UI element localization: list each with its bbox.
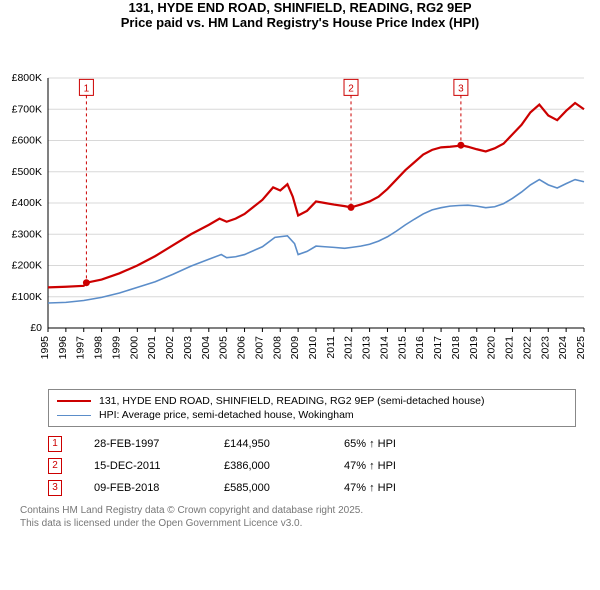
legend-swatch-property [57,400,91,402]
svg-text:2014: 2014 [378,336,390,360]
svg-text:2002: 2002 [164,336,176,360]
sale-date: 09-FEB-2018 [94,482,224,494]
svg-text:2022: 2022 [521,336,533,360]
sale-point-2 [348,204,355,211]
svg-text:2015: 2015 [396,336,408,360]
legend-item: 131, HYDE END ROAD, SHINFIELD, READING, … [57,394,567,408]
sale-date: 28-FEB-1997 [94,438,224,450]
svg-text:2012: 2012 [343,336,355,360]
svg-text:2010: 2010 [307,336,319,360]
svg-text:2024: 2024 [557,336,569,360]
svg-text:3: 3 [458,83,464,94]
svg-text:2006: 2006 [236,336,248,360]
svg-text:£700K: £700K [12,103,42,115]
svg-text:1997: 1997 [75,336,87,360]
svg-text:£200K: £200K [12,260,42,272]
legend-swatch-hpi [57,415,91,416]
svg-text:£100K: £100K [12,291,42,303]
sales-row: 2 15-DEC-2011 £386,000 47% ↑ HPI [48,455,576,477]
svg-text:£800K: £800K [12,72,42,84]
svg-text:£600K: £600K [12,135,42,147]
title-line-2: Price paid vs. HM Land Registry's House … [0,15,600,30]
sale-marker-2: 2 [48,458,62,474]
sale-diff: 47% ↑ HPI [344,460,444,472]
sale-point-3 [457,142,464,149]
title-line-1: 131, HYDE END ROAD, SHINFIELD, READING, … [0,0,600,15]
svg-text:2017: 2017 [432,336,444,360]
chart-container: 131, HYDE END ROAD, SHINFIELD, READING, … [0,0,600,379]
svg-text:2019: 2019 [468,336,480,360]
svg-text:1996: 1996 [57,336,69,360]
svg-text:1999: 1999 [110,336,122,360]
sale-diff: 47% ↑ HPI [344,482,444,494]
svg-text:2021: 2021 [504,336,516,360]
svg-text:2018: 2018 [450,336,462,360]
legend-label: HPI: Average price, semi-detached house,… [99,409,354,421]
svg-text:2: 2 [348,83,354,94]
attribution: Contains HM Land Registry data © Crown c… [20,505,580,530]
svg-text:1: 1 [84,83,90,94]
attribution-line-1: Contains HM Land Registry data © Crown c… [20,505,580,518]
svg-text:£400K: £400K [12,197,42,209]
svg-text:£0: £0 [30,322,42,334]
svg-text:2003: 2003 [182,336,194,360]
sale-marker-3: 3 [48,480,62,496]
svg-text:1995: 1995 [39,336,51,360]
sales-row: 1 28-FEB-1997 £144,950 65% ↑ HPI [48,433,576,455]
sale-price: £585,000 [224,482,344,494]
sale-price: £144,950 [224,438,344,450]
legend-label: 131, HYDE END ROAD, SHINFIELD, READING, … [99,395,485,407]
svg-text:2009: 2009 [289,336,301,360]
sale-date: 15-DEC-2011 [94,460,224,472]
svg-text:2007: 2007 [253,336,265,360]
svg-text:£500K: £500K [12,166,42,178]
sales-row: 3 09-FEB-2018 £585,000 47% ↑ HPI [48,477,576,499]
sale-diff: 65% ↑ HPI [344,438,444,450]
sale-marker-1: 1 [48,436,62,452]
attribution-line-2: This data is licensed under the Open Gov… [20,518,580,531]
chart-title: 131, HYDE END ROAD, SHINFIELD, READING, … [0,0,600,30]
sales-table: 1 28-FEB-1997 £144,950 65% ↑ HPI 2 15-DE… [48,433,576,499]
svg-text:2004: 2004 [200,336,212,360]
svg-text:2016: 2016 [414,336,426,360]
legend-item: HPI: Average price, semi-detached house,… [57,408,567,422]
svg-text:2023: 2023 [539,336,551,360]
sale-price: £386,000 [224,460,344,472]
svg-text:2008: 2008 [271,336,283,360]
svg-text:2020: 2020 [486,336,498,360]
svg-text:2005: 2005 [218,336,230,360]
svg-text:2025: 2025 [575,336,587,360]
legend: 131, HYDE END ROAD, SHINFIELD, READING, … [48,389,576,427]
svg-text:2001: 2001 [146,336,158,360]
sale-point-1 [83,279,90,286]
svg-text:1998: 1998 [93,336,105,360]
svg-text:2011: 2011 [325,336,337,359]
svg-text:2000: 2000 [128,336,140,360]
line-chart: £0 £100K £200K £300K £400K £500K £600K £700K £80… [0,34,600,374]
svg-text:2013: 2013 [361,336,373,360]
svg-text:£300K: £300K [12,228,42,240]
